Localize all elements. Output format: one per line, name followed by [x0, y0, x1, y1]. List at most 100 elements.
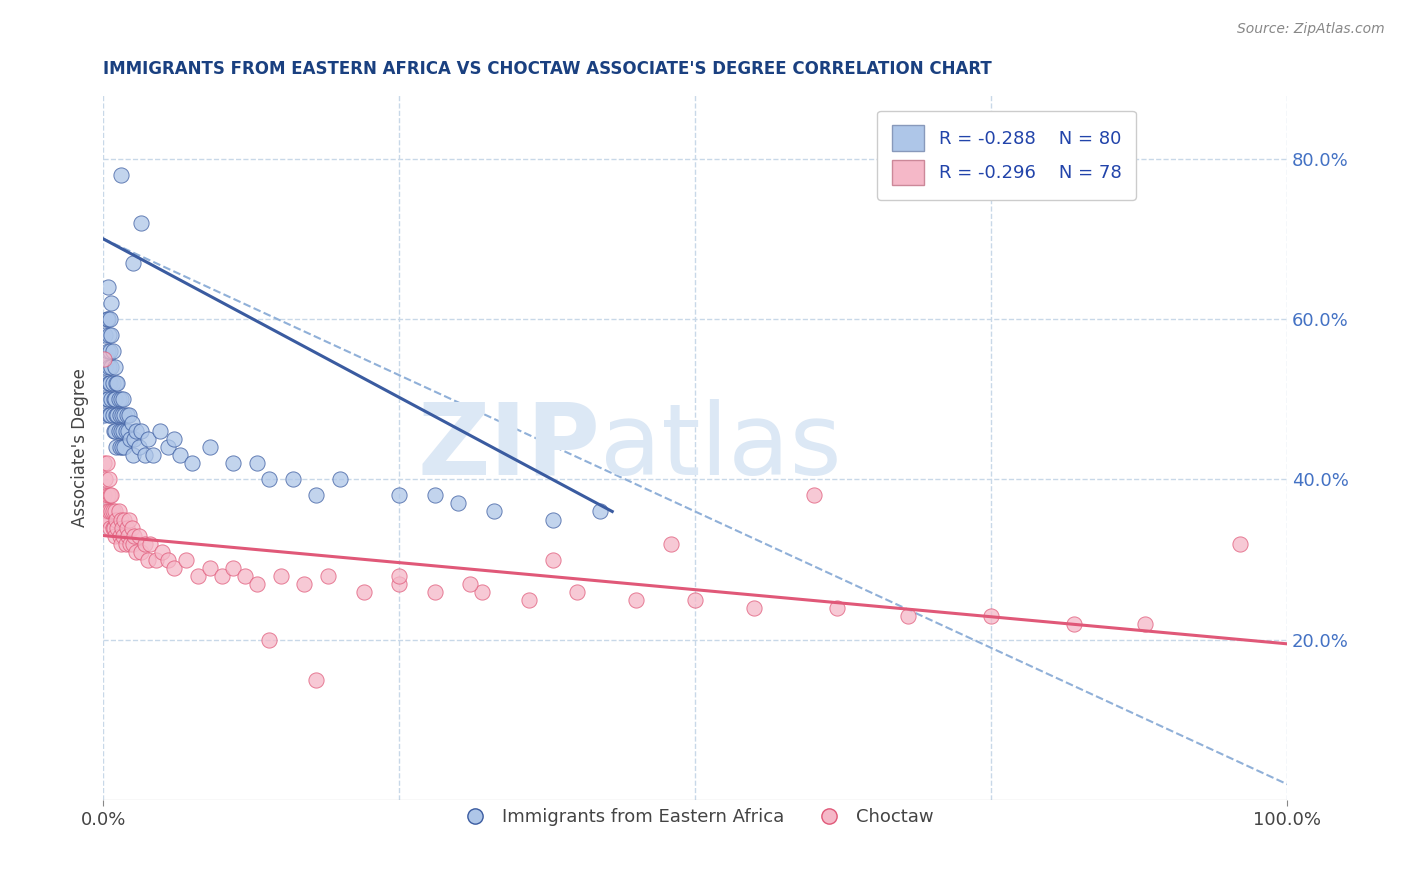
Point — [1063, 616, 1085, 631]
Point — [353, 584, 375, 599]
Point — [471, 584, 494, 599]
Point — [423, 488, 446, 502]
Point — [1133, 616, 1156, 631]
Point — [100, 504, 122, 518]
Point — [211, 568, 233, 582]
Point — [142, 448, 165, 462]
Point — [93, 488, 115, 502]
Point — [222, 560, 245, 574]
Point — [101, 520, 124, 534]
Point — [114, 425, 136, 439]
Point — [117, 425, 139, 439]
Point — [541, 512, 564, 526]
Point — [541, 552, 564, 566]
Point — [565, 584, 588, 599]
Point — [107, 392, 129, 407]
Point — [129, 425, 152, 439]
Point — [107, 504, 129, 518]
Point — [105, 409, 128, 423]
Point — [129, 544, 152, 558]
Point — [305, 488, 328, 502]
Point — [110, 168, 132, 182]
Point — [114, 536, 136, 550]
Point — [661, 536, 683, 550]
Point — [1229, 536, 1251, 550]
Point — [104, 528, 127, 542]
Point — [122, 432, 145, 446]
Point — [121, 520, 143, 534]
Point — [129, 216, 152, 230]
Point — [93, 409, 115, 423]
Point — [897, 608, 920, 623]
Point — [742, 600, 765, 615]
Point — [108, 409, 131, 423]
Point — [98, 376, 121, 391]
Point — [163, 560, 186, 574]
Point — [111, 409, 134, 423]
Point — [100, 328, 122, 343]
Point — [305, 673, 328, 687]
Point — [104, 425, 127, 439]
Legend: Immigrants from Eastern Africa, Choctaw: Immigrants from Eastern Africa, Choctaw — [450, 801, 941, 833]
Point — [97, 488, 120, 502]
Point — [388, 488, 411, 502]
Point — [112, 425, 135, 439]
Point — [270, 568, 292, 582]
Point — [98, 312, 121, 326]
Point — [98, 328, 121, 343]
Point — [110, 512, 132, 526]
Point — [589, 504, 612, 518]
Point — [110, 392, 132, 407]
Point — [233, 568, 256, 582]
Point — [98, 504, 121, 518]
Point — [157, 440, 180, 454]
Point — [121, 536, 143, 550]
Point — [118, 409, 141, 423]
Point — [98, 488, 121, 502]
Point — [97, 312, 120, 326]
Point — [107, 425, 129, 439]
Point — [98, 472, 121, 486]
Text: IMMIGRANTS FROM EASTERN AFRICA VS CHOCTAW ASSOCIATE'S DEGREE CORRELATION CHART: IMMIGRANTS FROM EASTERN AFRICA VS CHOCTA… — [103, 60, 991, 78]
Point — [98, 409, 121, 423]
Point — [388, 568, 411, 582]
Point — [117, 528, 139, 542]
Point — [187, 568, 209, 582]
Point — [98, 360, 121, 375]
Point — [114, 440, 136, 454]
Point — [97, 392, 120, 407]
Point — [115, 520, 138, 534]
Point — [105, 520, 128, 534]
Point — [118, 512, 141, 526]
Point — [112, 392, 135, 407]
Point — [683, 592, 706, 607]
Point — [257, 632, 280, 647]
Point — [169, 448, 191, 462]
Point — [316, 568, 339, 582]
Point — [110, 425, 132, 439]
Point — [136, 432, 159, 446]
Point — [100, 488, 122, 502]
Point — [157, 552, 180, 566]
Y-axis label: Associate's Degree: Associate's Degree — [72, 368, 89, 527]
Point — [108, 528, 131, 542]
Point — [163, 432, 186, 446]
Text: ZIP: ZIP — [418, 399, 600, 496]
Point — [114, 512, 136, 526]
Point — [181, 456, 204, 470]
Point — [100, 296, 122, 310]
Point — [120, 432, 142, 446]
Point — [121, 256, 143, 270]
Point — [111, 440, 134, 454]
Point — [121, 448, 143, 462]
Point — [103, 425, 125, 439]
Point — [423, 584, 446, 599]
Point — [101, 409, 124, 423]
Point — [104, 360, 127, 375]
Point — [105, 376, 128, 391]
Point — [101, 376, 124, 391]
Point — [105, 376, 128, 391]
Point — [104, 504, 127, 518]
Point — [97, 344, 120, 359]
Point — [246, 456, 269, 470]
